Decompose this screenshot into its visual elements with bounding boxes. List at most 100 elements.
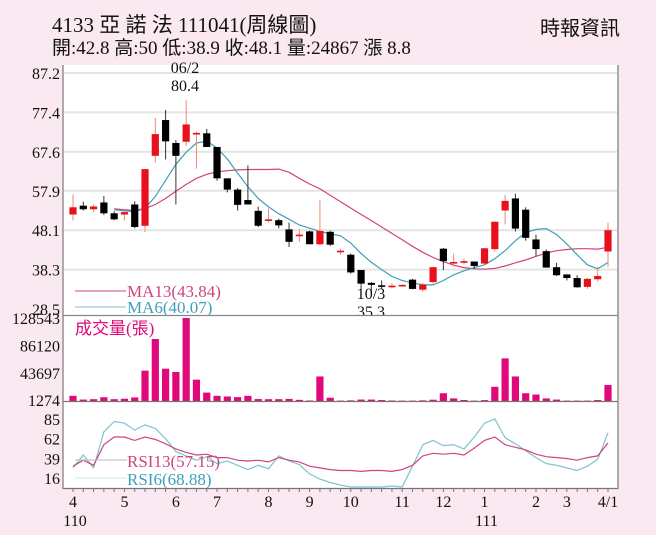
volume-bar <box>234 397 242 401</box>
rsi13-legend: RSI13(57.15) <box>127 452 220 471</box>
volume-bar <box>460 399 468 402</box>
candle <box>120 210 129 221</box>
candle <box>450 253 458 267</box>
rsi-tick-label: 39 <box>44 451 60 468</box>
candle <box>594 266 602 282</box>
volume-bar <box>120 398 129 401</box>
volume-tick-label: 43697 <box>20 366 60 383</box>
x-tick-year-label: 111 <box>475 513 498 530</box>
rsi-lines <box>72 418 609 488</box>
candle <box>522 207 530 241</box>
rsi6-legend: RSI6(68.88) <box>127 470 212 489</box>
candle <box>542 249 550 268</box>
candle <box>439 247 447 271</box>
x-tick-label: 6 <box>172 494 180 511</box>
candle <box>254 206 262 227</box>
candle <box>388 282 396 289</box>
high-value-label: 80.4 <box>171 78 199 95</box>
low-date-label: 10/3 <box>357 286 385 303</box>
x-tick-label: 2 <box>532 494 540 511</box>
volume-bar <box>378 400 386 402</box>
volume-bar <box>295 399 303 402</box>
candle <box>69 194 77 221</box>
volume-bar <box>532 394 540 401</box>
candle <box>326 230 334 246</box>
candle <box>141 169 149 233</box>
candle <box>604 222 612 268</box>
volume-bar <box>79 399 87 401</box>
volume-tick-label: 86120 <box>20 338 60 355</box>
volume-bar <box>192 379 201 401</box>
volume-bar <box>367 399 375 401</box>
candle <box>100 196 108 215</box>
ohlc-summary: 開:42.8 高:50 低:38.9 收:48.1 量:24867 漲 8.8 <box>52 38 411 59</box>
volume-bar <box>357 399 365 401</box>
volume-bar <box>316 376 324 401</box>
y-tick-label: 67.6 <box>32 145 60 162</box>
candle <box>172 140 180 205</box>
volume-bar <box>89 399 98 401</box>
volume-bar <box>326 397 334 401</box>
candle <box>244 165 252 205</box>
volume-bar <box>223 396 231 401</box>
candle <box>563 274 571 281</box>
volume-bar <box>501 358 509 401</box>
volume-bar <box>552 399 561 401</box>
rsi-tick-label: 62 <box>44 432 60 449</box>
x-tick-label: 3 <box>563 494 571 511</box>
volume-bar <box>285 398 293 401</box>
main-panel: 87.2 77.4 67.6 57.9 48.1 38.3 28.5 06/2 80.4 1… <box>32 60 618 321</box>
volume-bar <box>141 370 149 401</box>
source-label: 時報資訊 <box>540 18 620 40</box>
candle <box>491 221 499 252</box>
candle <box>347 253 355 274</box>
rsi-tick-label: 85 <box>44 412 60 429</box>
volume-bar <box>110 399 118 401</box>
candle <box>511 193 520 232</box>
ma13-legend: MA13(43.84) <box>127 282 221 301</box>
candle <box>357 270 365 289</box>
candle <box>131 201 139 229</box>
ma-legend: MA13(43.84) MA6(40.07) <box>75 282 221 317</box>
candle <box>306 230 314 245</box>
rsi-y-axis: 85 62 39 16 <box>44 412 60 488</box>
y-tick-label: 38.3 <box>32 263 60 280</box>
volume-bar <box>491 386 499 401</box>
candle <box>79 201 87 211</box>
volume-bar <box>161 368 170 401</box>
candle <box>295 228 303 242</box>
rsi-panel: 85 62 39 16 RSI13(57.15) RSI6(68.88) <box>44 402 618 489</box>
rsi6-line <box>72 418 609 488</box>
candle <box>110 211 118 221</box>
candle <box>161 109 170 160</box>
price-grid <box>64 72 617 271</box>
candle <box>573 275 581 288</box>
y-tick-label: 48.1 <box>32 223 60 240</box>
volume-bar <box>511 376 520 401</box>
candle <box>408 278 417 290</box>
x-tick-label: 11 <box>395 494 410 511</box>
volume-bar <box>429 399 437 401</box>
candle <box>89 204 98 213</box>
candle <box>398 284 406 287</box>
volume-bar <box>439 393 447 401</box>
candle <box>213 146 221 181</box>
candle <box>203 128 211 147</box>
x-tick-label: 4 <box>69 494 77 511</box>
high-annotation: 06/2 80.4 <box>171 60 199 95</box>
candle <box>583 277 592 289</box>
volume-bar <box>264 399 273 401</box>
volume-bar <box>522 393 530 401</box>
volume-bar <box>151 339 159 401</box>
volume-bar <box>275 399 283 401</box>
volume-legend: 成交量(張) <box>75 319 154 338</box>
candle <box>501 194 509 225</box>
ma13-line <box>114 168 609 270</box>
candle <box>419 282 427 292</box>
volume-panel: 128543 86120 43697 1274 成交量(張) <box>12 311 618 410</box>
y-tick-label: 28.5 <box>32 302 60 319</box>
x-tick-year-label: 110 <box>63 513 86 530</box>
x-tick-label: 12 <box>435 494 451 511</box>
volume-bar <box>594 400 602 402</box>
